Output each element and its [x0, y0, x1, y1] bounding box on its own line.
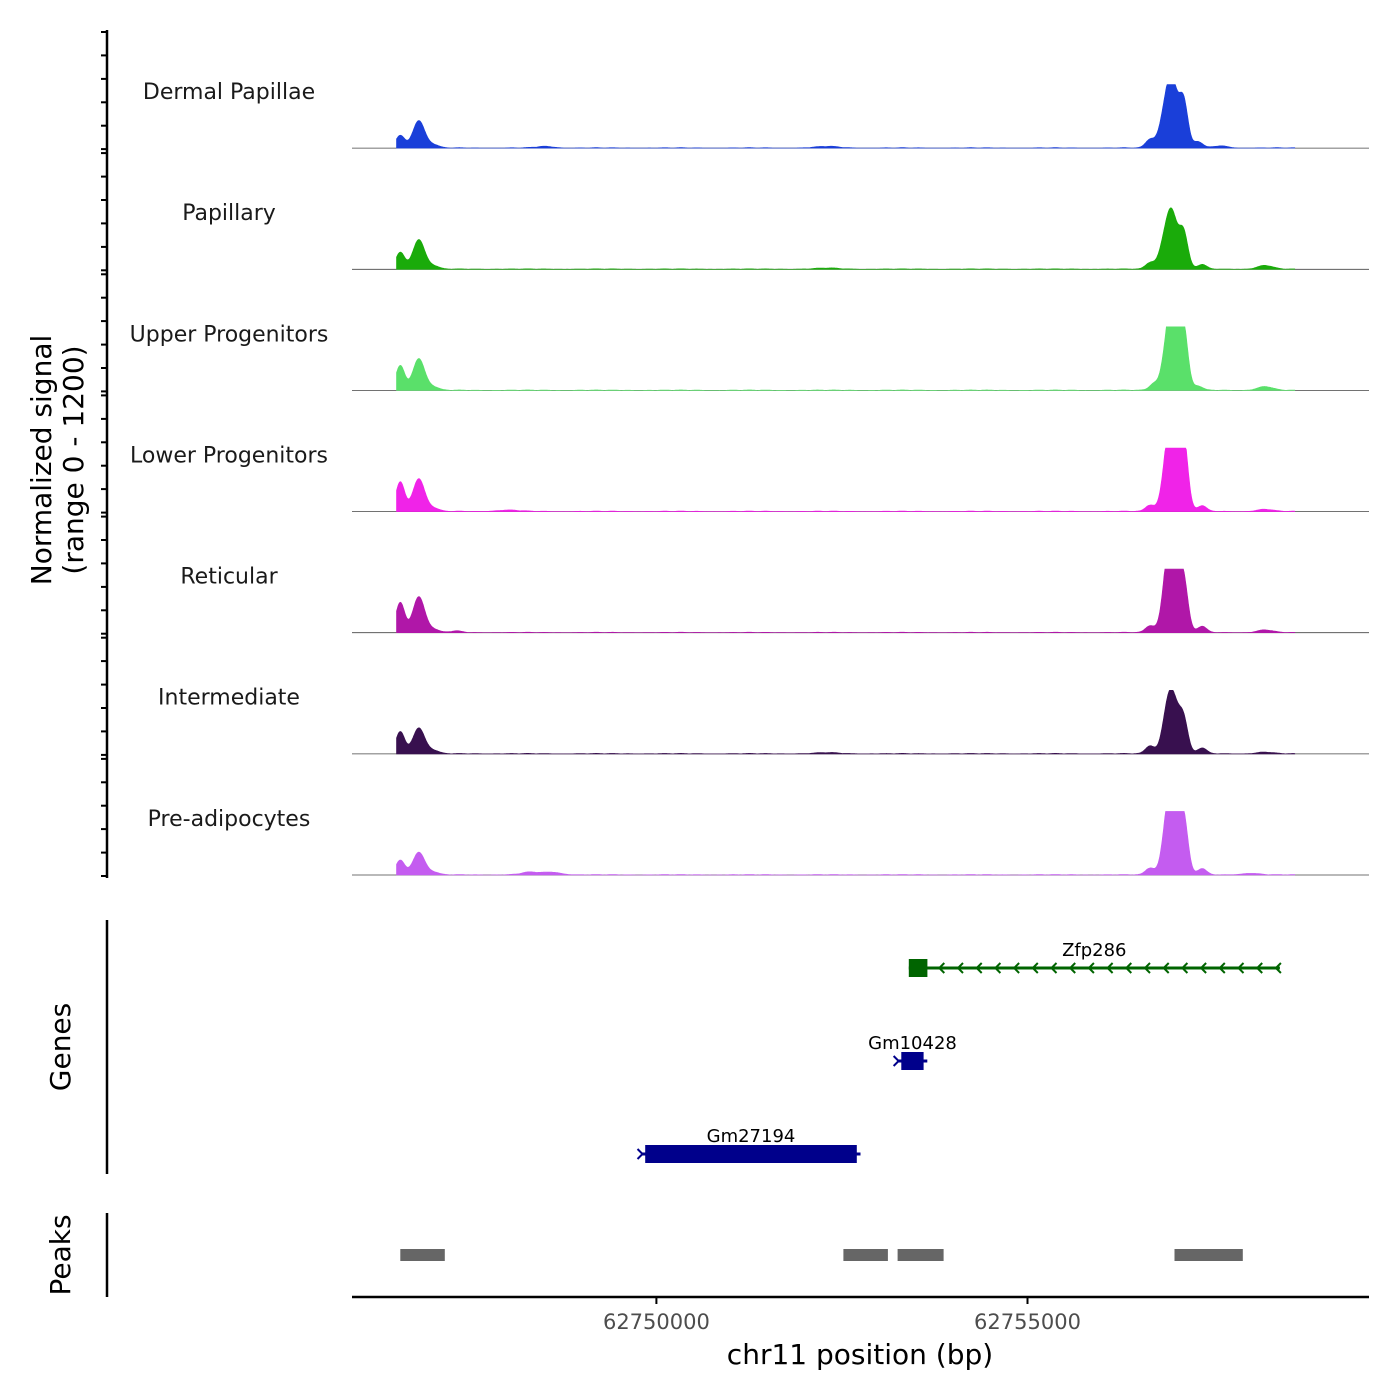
track-reticular: Reticular: [101, 515, 1369, 635]
strand-chevron: [1124, 962, 1133, 974]
strand-chevron: [1087, 962, 1095, 974]
gene-gm10428: Gm10428: [868, 1033, 957, 1070]
strand-chevron: [1031, 962, 1039, 974]
signal-area: [396, 326, 1296, 391]
strand-chevron: [1180, 962, 1189, 974]
gene-label: Zfp286: [1062, 940, 1126, 961]
genes-ylabel: Genes: [44, 1003, 77, 1091]
strand-chevron: [1012, 962, 1020, 974]
signal-area: [396, 568, 1296, 634]
track-intermediate: Intermediate: [101, 636, 1369, 756]
gene-gm27194: Gm27194: [636, 1126, 861, 1163]
signal-area: [396, 447, 1296, 512]
strand-chevron: [937, 962, 946, 974]
strand-chevron: [1274, 962, 1282, 974]
x-axis-label: chr11 position (bp): [727, 1338, 993, 1371]
strand-chevron: [1143, 962, 1151, 974]
peaks-ylabel: Peaks: [44, 1214, 77, 1295]
gene-track: Zfp286 Gm10428 Gm27194: [636, 940, 1282, 1163]
peak-region: [843, 1249, 888, 1261]
gene-label: Gm10428: [868, 1033, 957, 1054]
gene-exon: [901, 1052, 924, 1070]
gene-exon: [908, 959, 928, 977]
track-label: Reticular: [180, 565, 278, 590]
x-tick-label: 62755000: [974, 1310, 1081, 1334]
strand-chevron: [1199, 962, 1207, 974]
strand-chevron: [1050, 962, 1058, 974]
track-label: Pre-adipocytes: [148, 807, 311, 832]
signal-ylabel-line2: (range 0 - 1200): [57, 345, 90, 574]
signal-ylabel-line1: Normalized signal: [25, 335, 58, 586]
track-papillary: Papillary: [101, 152, 1369, 272]
track-upper-progenitors: Upper Progenitors: [101, 273, 1369, 393]
signal-tracks: Dermal Papillae Papillary Upper Progenitor…: [101, 31, 1369, 877]
strand-chevron: [1255, 962, 1263, 974]
strand-chevron: [1106, 962, 1114, 974]
strand-chevron: [993, 962, 1002, 974]
x-axis-ticks: 62750000 62755000: [603, 1297, 1081, 1334]
track-label: Lower Progenitors: [130, 443, 328, 468]
track-label: Upper Progenitors: [130, 322, 329, 347]
track-pre-adipocytes: Pre-adipocytes: [101, 757, 1369, 877]
track-dermal-papillae: Dermal Papillae: [101, 31, 1369, 151]
gene-exon: [645, 1145, 857, 1163]
peak-region: [897, 1249, 944, 1261]
strand-chevron: [1218, 962, 1226, 974]
signal-area: [396, 84, 1296, 149]
peak-track: [400, 1249, 1243, 1261]
peak-region: [1174, 1249, 1243, 1261]
track-label: Papillary: [182, 201, 276, 226]
track-label: Dermal Papillae: [143, 80, 315, 105]
signal-area: [396, 811, 1296, 876]
strand-chevron: [636, 1148, 644, 1160]
track-label: Intermediate: [158, 686, 300, 711]
track-lower-progenitors: Lower Progenitors: [101, 394, 1369, 514]
x-tick-label: 62750000: [603, 1310, 710, 1334]
strand-chevron: [1068, 962, 1076, 974]
gene-label: Gm27194: [707, 1126, 796, 1147]
signal-area: [396, 207, 1296, 270]
strand-chevron: [1162, 962, 1170, 974]
gene-zfp286: Zfp286: [908, 940, 1282, 977]
peak-region: [400, 1249, 445, 1261]
strand-chevron: [956, 962, 964, 974]
strand-chevron: [1237, 962, 1245, 974]
signal-area: [396, 690, 1296, 755]
strand-chevron: [892, 1055, 901, 1067]
strand-chevron: [975, 962, 983, 974]
